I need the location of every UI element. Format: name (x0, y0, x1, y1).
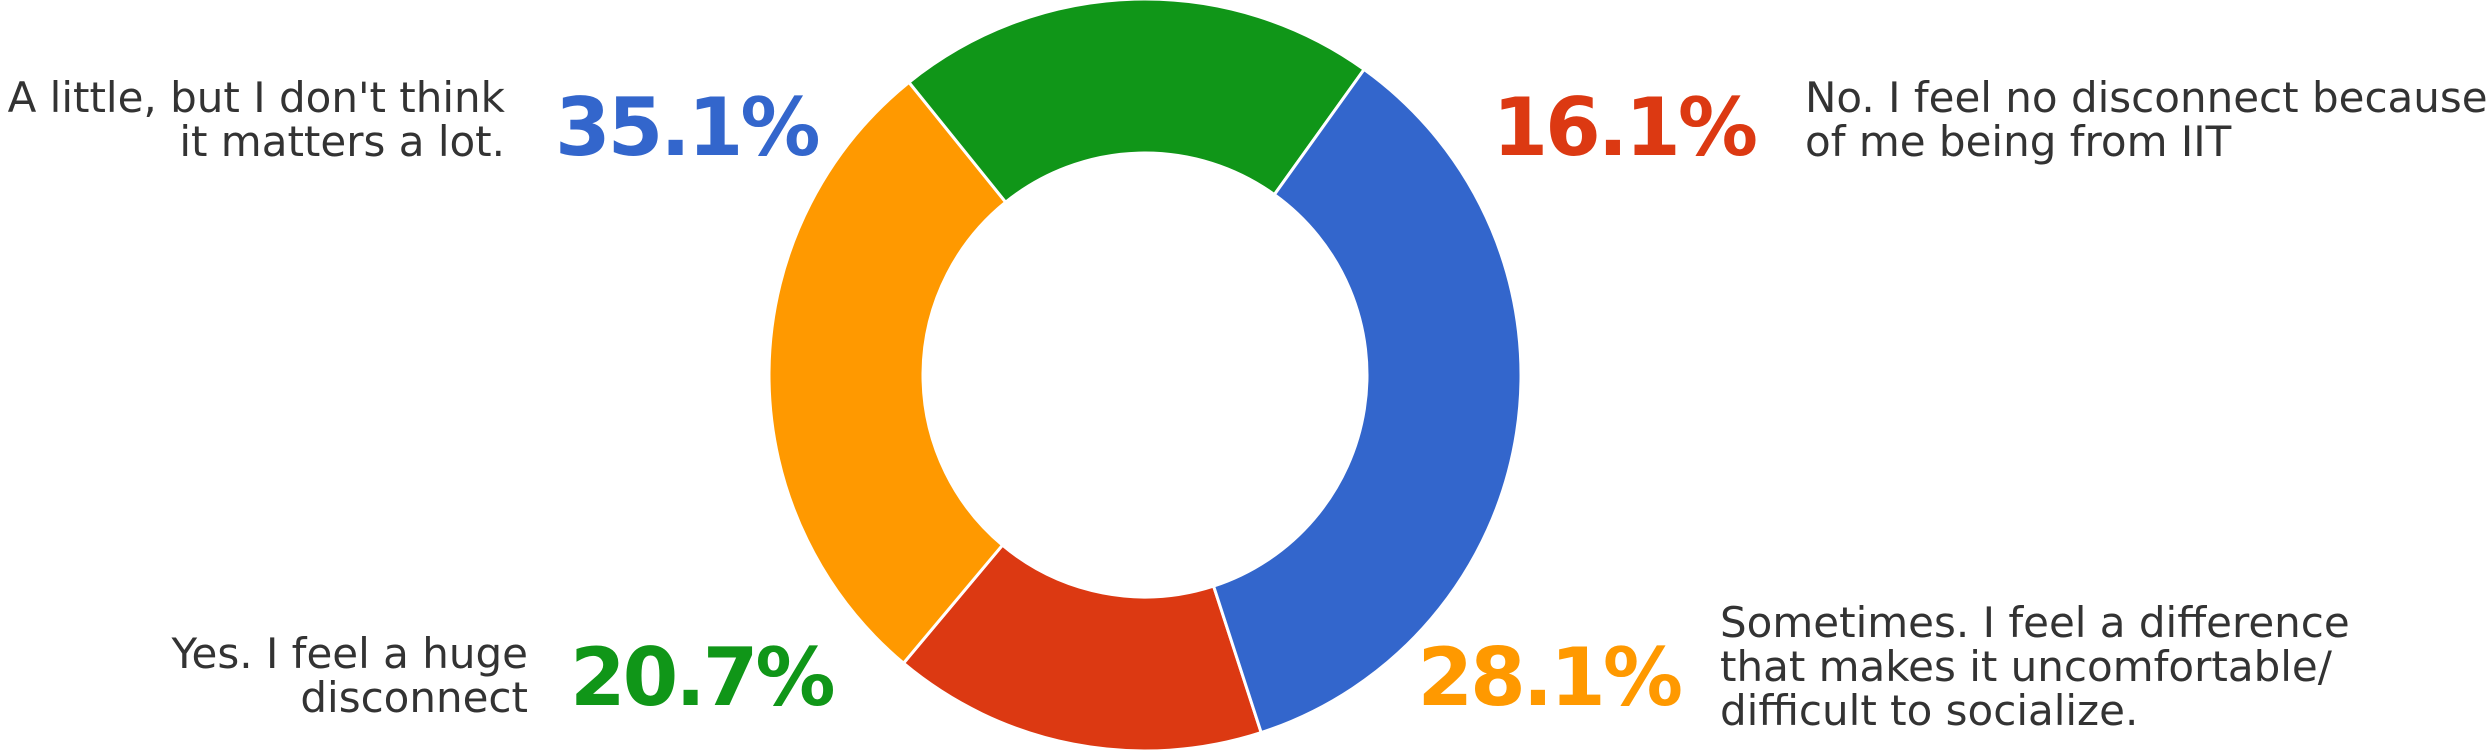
slice-percent-label: 20.7% (570, 631, 833, 724)
slice-category-label-line: Sometimes. I feel a difference (1720, 598, 2350, 647)
donut-slice (906, 0, 1367, 205)
slice-category-label: Yes. I feel a huge disconnect (170, 629, 528, 722)
slice-category-label-line: difficult to socialize. (1720, 686, 2138, 735)
donut-slices (767, 0, 1523, 750)
slice-category-label-line: that makes it uncomfortable/ (1720, 642, 2333, 691)
slice-category-label: Sometimes. I feel a difference that makes… (1720, 598, 2350, 735)
slice-category-label-line: disconnect (300, 673, 528, 722)
slice-labels: 16.1% No. I feel no disconnect because of … (8, 73, 2488, 735)
slice-category-label-line: A little, but I don't think (8, 73, 506, 122)
slice-percent-label: 35.1% (555, 81, 818, 174)
slice-category-label: A little, but I don't think it matters a … (8, 73, 506, 166)
slice-category-label: No. I feel no disconnect because of me be… (1805, 73, 2488, 166)
slice-category-label-line: of me being from IIT (1805, 117, 2232, 166)
slice-category-label-line: No. I feel no disconnect because (1805, 73, 2488, 122)
slice-percent-label: 16.1% (1492, 81, 1755, 174)
slice-category-label-line: Yes. I feel a huge (170, 629, 528, 678)
slice-percent-label: 28.1% (1417, 631, 1680, 724)
donut-slice (1211, 67, 1523, 735)
slice-category-label-line: it matters a lot. (179, 117, 505, 166)
donut-slice (767, 80, 1008, 666)
donut-slice (901, 543, 1264, 750)
